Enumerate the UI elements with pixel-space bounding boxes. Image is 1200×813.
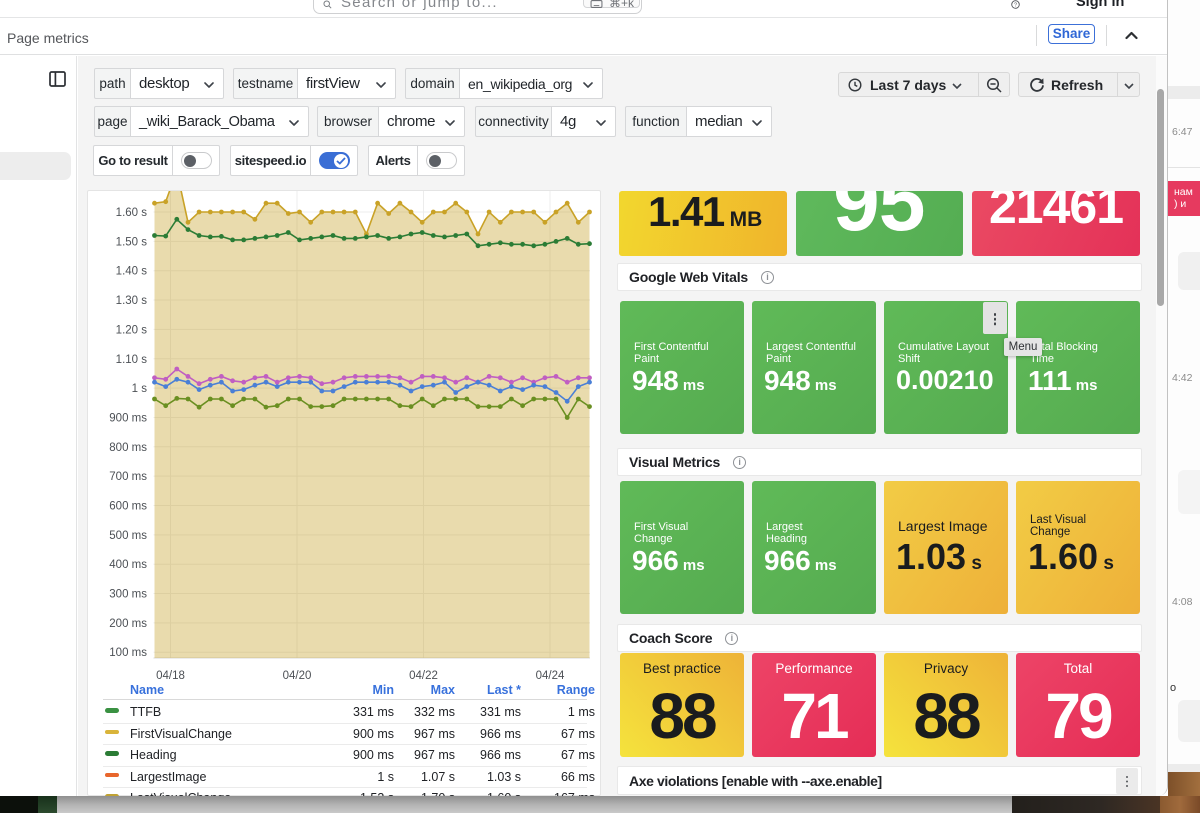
svg-text:500 ms: 500 ms — [109, 530, 147, 542]
svg-text:1.20 s: 1.20 s — [116, 324, 148, 336]
svg-text:04/20: 04/20 — [283, 670, 312, 682]
svg-text:1.40 s: 1.40 s — [116, 266, 148, 278]
svg-text:800 ms: 800 ms — [109, 442, 147, 454]
svg-text:100 ms: 100 ms — [109, 647, 147, 659]
svg-text:400 ms: 400 ms — [109, 559, 147, 571]
svg-text:200 ms: 200 ms — [109, 618, 147, 630]
svg-text:1.10 s: 1.10 s — [116, 354, 148, 366]
svg-text:900 ms: 900 ms — [109, 413, 147, 425]
svg-text:04/22: 04/22 — [409, 670, 438, 682]
svg-text:700 ms: 700 ms — [109, 471, 147, 483]
svg-text:300 ms: 300 ms — [109, 589, 147, 601]
svg-text:?: ? — [1014, 3, 1017, 9]
svg-text:1.30 s: 1.30 s — [116, 295, 148, 307]
svg-text:1.50 s: 1.50 s — [116, 236, 148, 248]
svg-text:04/18: 04/18 — [156, 670, 185, 682]
svg-text:04/24: 04/24 — [536, 670, 565, 682]
svg-text:1 s: 1 s — [132, 383, 148, 395]
svg-text:1.60 s: 1.60 s — [116, 207, 148, 219]
svg-text:600 ms: 600 ms — [109, 501, 147, 513]
